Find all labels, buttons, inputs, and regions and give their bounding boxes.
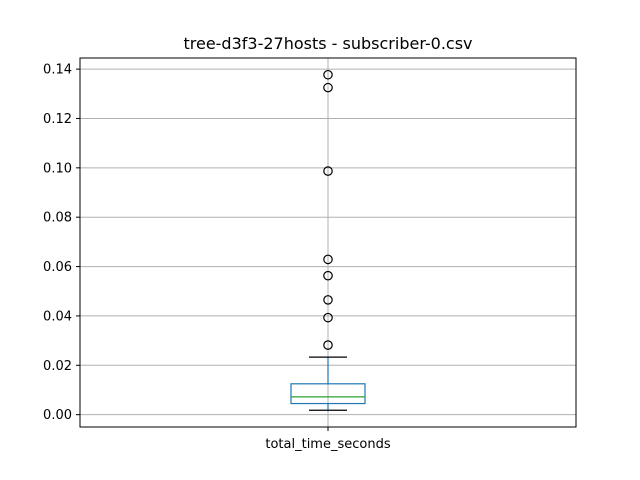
outlier-point: [323, 69, 333, 80]
box-plot-series: [290, 356, 366, 411]
outlier-point: [323, 254, 333, 265]
chart-title: tree-d3f3-27hosts - subscriber-0.csv: [183, 34, 472, 53]
outlier-point: [323, 312, 333, 323]
y-tick-label: 0.02: [43, 359, 72, 374]
x-axis-ticks: total_time_seconds: [265, 427, 391, 452]
y-tick-label: 0.14: [43, 63, 72, 78]
outlier-point: [323, 340, 333, 350]
outlier-point: [323, 270, 333, 281]
y-axis-ticks: 0.00 0.02 0.04 0.06 0.08 0.10 0.12 0.14: [43, 63, 80, 423]
outlier-point: [323, 166, 333, 176]
y-tick-label: 0.08: [43, 211, 72, 226]
x-tick-label: total_time_seconds: [265, 437, 390, 452]
outlier-point: [323, 295, 333, 305]
axes-frame: [79, 57, 577, 428]
gridlines: [80, 58, 576, 427]
y-tick-label: 0.12: [43, 112, 72, 127]
y-tick-label: 0.10: [43, 161, 72, 176]
outlier-point: [323, 82, 333, 93]
y-tick-label: 0.00: [43, 408, 72, 423]
iqr-box: [290, 383, 366, 405]
outlier-points: [323, 69, 333, 350]
y-tick-label: 0.06: [43, 260, 72, 275]
y-tick-label: 0.04: [43, 309, 72, 324]
